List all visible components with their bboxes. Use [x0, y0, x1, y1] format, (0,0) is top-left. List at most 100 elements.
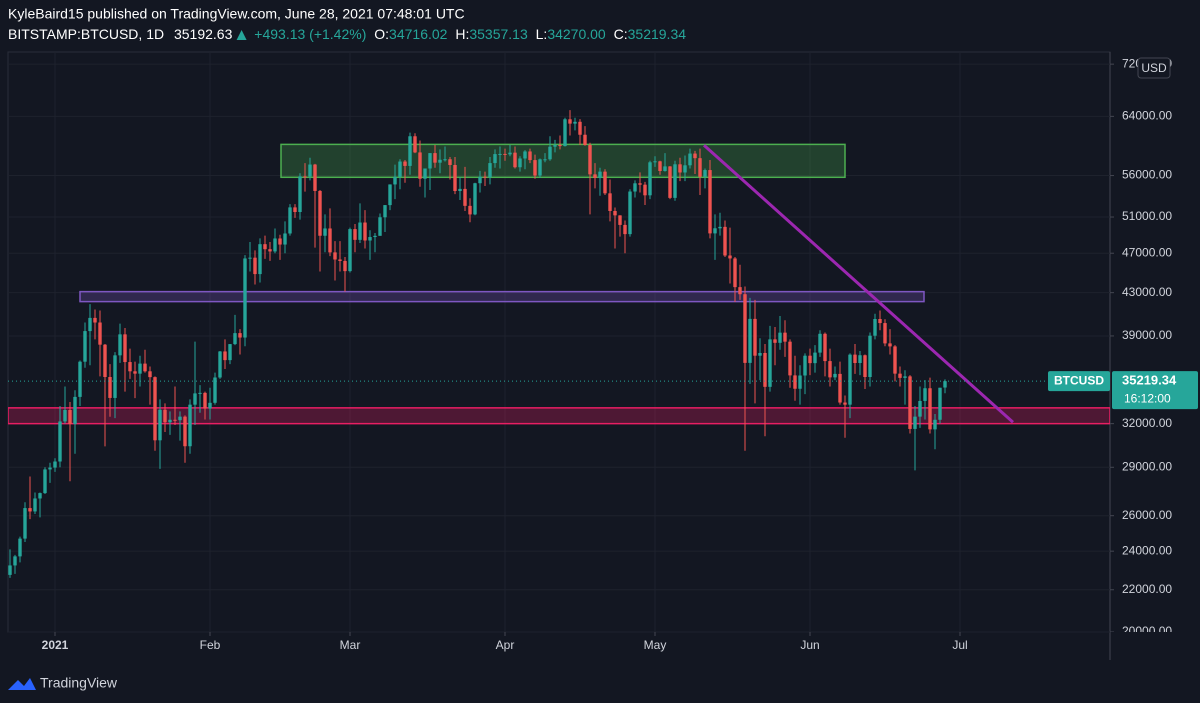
y-tick-label: 51000.00: [1122, 209, 1172, 223]
candle-body: [293, 207, 297, 213]
candle-body: [943, 381, 947, 388]
price: 35192.63: [174, 26, 233, 42]
candle-body: [38, 493, 42, 499]
candle-body: [768, 339, 772, 387]
plot: [8, 110, 1110, 578]
candle-body: [448, 159, 452, 165]
candle-body: [503, 153, 507, 155]
candle-body: [853, 354, 857, 364]
candle-body: [938, 387, 942, 420]
candle-body: [313, 164, 317, 191]
candle-body: [893, 346, 897, 374]
candle-body: [833, 373, 837, 378]
candle-body: [298, 176, 302, 213]
l-label: L:: [536, 26, 548, 42]
candle-body: [43, 469, 47, 494]
candle-body: [53, 461, 57, 468]
candle-body: [278, 238, 282, 245]
candle-body: [613, 210, 617, 216]
y-tick-label: 29000.00: [1122, 459, 1172, 473]
c-label: C:: [614, 26, 628, 42]
y-tick-label: 47000.00: [1122, 245, 1172, 259]
x-tick-label: 2021: [42, 638, 69, 652]
candle-body: [188, 404, 192, 447]
candle-body: [463, 188, 467, 206]
countdown: 16:12:00: [1124, 391, 1171, 405]
candle-body: [178, 416, 182, 421]
candle-body: [353, 229, 357, 240]
candle-body: [63, 410, 67, 422]
candle-body: [838, 373, 842, 403]
candle-body: [723, 226, 727, 256]
candle-body: [263, 244, 267, 250]
candle-body: [288, 207, 292, 234]
candle-body: [338, 259, 342, 261]
candle-body: [823, 333, 827, 362]
candle-body: [343, 260, 347, 272]
candle-body: [848, 354, 852, 405]
y-tick-label: 20000.00: [1122, 624, 1172, 638]
candle-body: [458, 188, 462, 192]
y-tick-label: 26000.00: [1122, 508, 1172, 522]
o-value: 34716.02: [389, 26, 448, 42]
candle-body: [698, 158, 702, 177]
candle-body: [803, 355, 807, 376]
candle-body: [593, 174, 597, 178]
candle-body: [368, 237, 372, 241]
logo: [8, 678, 36, 690]
candle-body: [783, 332, 787, 342]
candle-body: [518, 158, 522, 168]
candle-body: [58, 421, 62, 462]
candle-body: [558, 145, 562, 147]
h-value: 35357.13: [469, 26, 528, 42]
candle-body: [543, 159, 547, 161]
candle-body: [528, 151, 532, 161]
candle-body: [328, 228, 332, 253]
candle-body: [113, 355, 117, 398]
candle-body: [573, 121, 577, 124]
candle-body: [283, 233, 287, 245]
c-value: 35219.34: [628, 26, 687, 42]
candle-body: [333, 252, 337, 260]
candle-body: [773, 339, 777, 343]
candle-body: [358, 222, 362, 240]
x-tick-label: Mar: [340, 638, 361, 652]
candle-body: [548, 146, 552, 160]
candle-body: [813, 352, 817, 364]
candle-body: [568, 119, 572, 124]
candle-body: [383, 205, 387, 218]
candle-body: [443, 159, 447, 161]
candle-body: [233, 333, 237, 345]
candle-body: [868, 335, 872, 378]
candle-body: [428, 153, 432, 169]
candle-body: [103, 344, 107, 378]
zone: [280, 143, 846, 179]
candle-body: [733, 258, 737, 288]
zone: [79, 290, 925, 303]
candle-body: [898, 373, 902, 378]
candle-body: [618, 215, 622, 225]
candle-body: [208, 402, 212, 409]
y-tick-label: 22000.00: [1122, 582, 1172, 596]
candle-body: [858, 355, 862, 364]
candle-body: [763, 352, 767, 387]
candle-body: [643, 184, 647, 196]
candle-body: [323, 228, 327, 236]
candle-body: [713, 228, 717, 234]
candle-body: [728, 255, 732, 259]
candle-body: [653, 161, 657, 163]
y-tick-label: 39000.00: [1122, 328, 1172, 342]
candle-body: [513, 152, 517, 168]
symbol-line: BITSTAMP:BTCUSD, 1D 35192.63 +493.13 (+1…: [8, 26, 686, 42]
candle-body: [693, 153, 697, 159]
candle-body: [883, 323, 887, 344]
candle-body: [808, 355, 812, 364]
candle-body: [738, 287, 742, 295]
candle-body: [213, 377, 217, 403]
candle-body: [563, 119, 567, 147]
candle-body: [118, 334, 122, 356]
candle-body: [583, 134, 587, 145]
candle-body: [533, 160, 537, 176]
